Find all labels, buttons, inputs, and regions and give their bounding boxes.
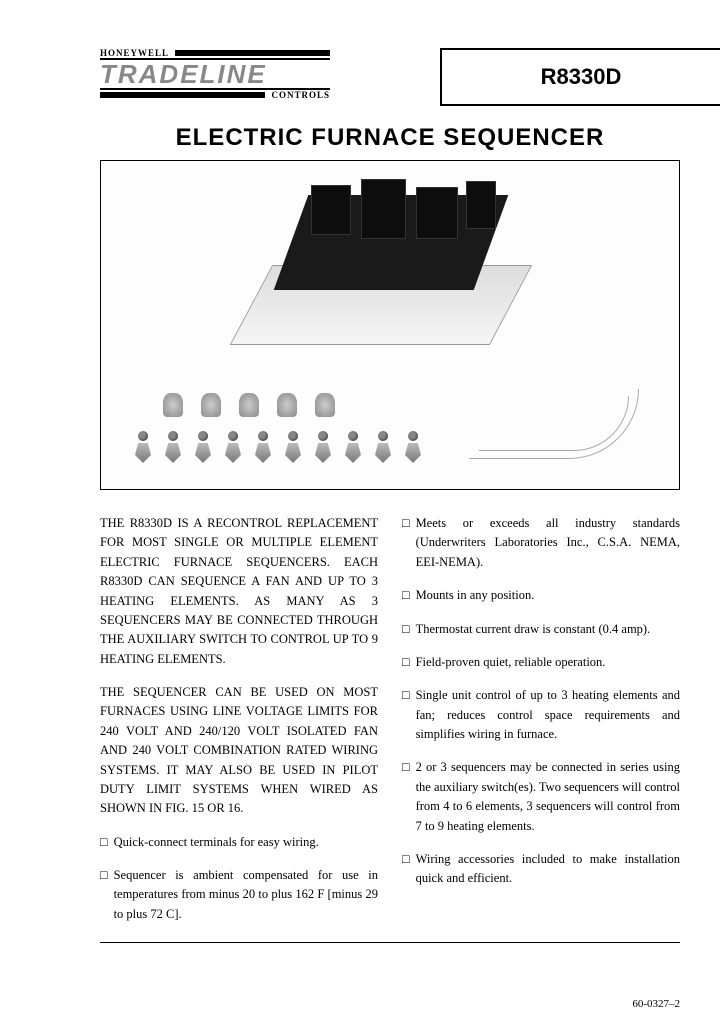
bullet-right-3: □ Thermostat current draw is constant (0…	[402, 620, 680, 639]
document-number: 60-0327–2	[632, 998, 680, 1010]
logo-block: HONEYWELL TRADELINE CONTROLS	[100, 48, 330, 100]
bullet-glyph: □	[100, 833, 108, 852]
bullet-right-4: □ Field-proven quiet, reliable operation…	[402, 653, 680, 672]
bullet-glyph: □	[402, 514, 410, 572]
bullet-text: Field-proven quiet, reliable operation.	[416, 653, 606, 672]
intro-paragraph-1: THE R8330D IS A RECONTROL REPLACEMENT FO…	[100, 514, 378, 669]
bullet-text: 2 or 3 sequencers may be connected in se…	[416, 758, 680, 836]
screw-row-bottom	[131, 431, 425, 469]
bullet-text: Quick-connect terminals for easy wiring.	[114, 833, 319, 852]
bullet-text: Sequencer is ambient compensated for use…	[114, 866, 378, 924]
bullet-left-1: □ Quick-connect terminals for easy wirin…	[100, 833, 378, 852]
bullet-glyph: □	[402, 620, 410, 639]
right-column: □ Meets or exceeds all industry standard…	[402, 514, 680, 938]
model-number: R8330D	[541, 64, 622, 89]
bullet-glyph: □	[402, 758, 410, 836]
model-number-box: R8330D	[440, 48, 720, 106]
bullet-right-2: □ Mounts in any position.	[402, 586, 680, 605]
bullet-right-1: □ Meets or exceeds all industry standard…	[402, 514, 680, 572]
bullet-right-5: □ Single unit control of up to 3 heating…	[402, 686, 680, 744]
bullet-text: Single unit control of up to 3 heating e…	[416, 686, 680, 744]
screw-row-top	[163, 393, 335, 417]
bullet-glyph: □	[402, 586, 410, 605]
bullet-text: Wiring accessories included to make inst…	[416, 850, 680, 889]
page-title: ELECTRIC FURNACE SEQUENCER	[100, 124, 680, 152]
bullet-glyph: □	[100, 866, 108, 924]
bullet-left-2: □ Sequencer is ambient compensated for u…	[100, 866, 378, 924]
bullet-right-7: □ Wiring accessories included to make in…	[402, 850, 680, 889]
brand-top-rule	[175, 50, 330, 56]
bullet-glyph: □	[402, 686, 410, 744]
brand-tradeline: TRADELINE	[100, 58, 330, 90]
intro-paragraph-2: THE SEQUENCER CAN BE USED ON MOST FURNAC…	[100, 683, 378, 819]
footer-rule	[100, 942, 680, 943]
brand-bottom-rule	[100, 92, 265, 98]
wire-illustration	[439, 369, 639, 459]
bullet-glyph: □	[402, 850, 410, 889]
bullet-right-6: □ 2 or 3 sequencers may be connected in …	[402, 758, 680, 836]
left-column: THE R8330D IS A RECONTROL REPLACEMENT FO…	[100, 514, 378, 938]
brand-honeywell: HONEYWELL	[100, 48, 169, 58]
bullet-glyph: □	[402, 653, 410, 672]
header-row: HONEYWELL TRADELINE CONTROLS R8330D	[100, 48, 680, 106]
product-image-frame	[100, 160, 680, 490]
brand-top: HONEYWELL	[100, 48, 330, 58]
bullet-text: Mounts in any position.	[416, 586, 535, 605]
brand-controls: CONTROLS	[271, 90, 330, 100]
bullet-text: Thermostat current draw is constant (0.4…	[416, 620, 651, 639]
body-columns: THE R8330D IS A RECONTROL REPLACEMENT FO…	[100, 514, 680, 938]
device-illustration	[251, 185, 531, 355]
brand-bottom: CONTROLS	[100, 90, 330, 100]
bullet-text: Meets or exceeds all industry standards …	[416, 514, 680, 572]
